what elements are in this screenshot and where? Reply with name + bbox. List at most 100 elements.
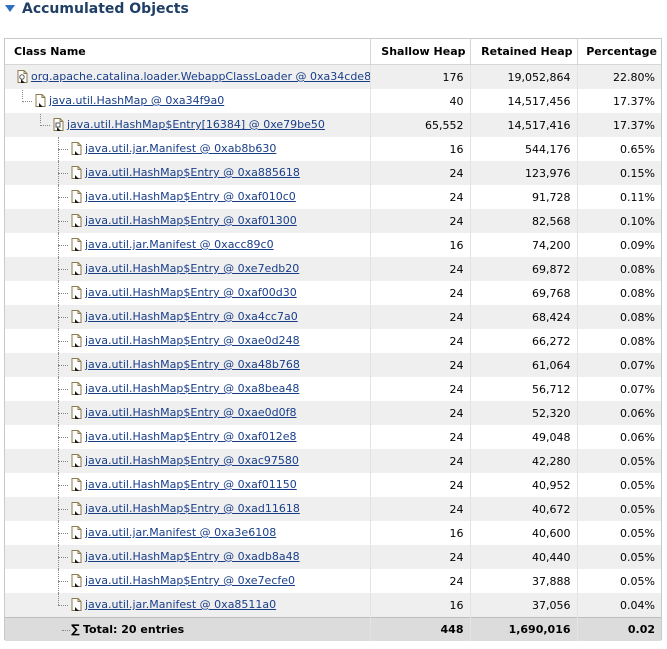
object-link[interactable]: java.util.jar.Manifest @ 0xacc89c0: [85, 238, 274, 251]
class-name-cell: org.apache.catalina.loader.WebappClassLo…: [5, 64, 371, 89]
tree-connector-vertical: [22, 89, 23, 99]
table-row[interactable]: java.util.jar.Manifest @ 0xab8b630 16 544,…: [5, 137, 661, 161]
object-link[interactable]: java.util.HashMap$Entry @ 0xa48b768: [85, 358, 300, 371]
table-row[interactable]: java.util.HashMap$Entry @ 0xaf01300 24 82,…: [5, 209, 661, 233]
class-name-cell: java.util.HashMap$Entry @ 0xaf00d30: [5, 281, 371, 305]
collapse-toggle-icon[interactable]: [5, 5, 15, 12]
column-header-class-name[interactable]: Class Name: [5, 39, 371, 65]
object-link[interactable]: java.util.HashMap$Entry @ 0xe7edb20: [85, 262, 300, 275]
tree-connector-horizontal: [40, 125, 50, 126]
shallow-heap-cell: 16: [370, 137, 471, 161]
retained-heap-cell: 69,768: [470, 281, 578, 305]
table-row[interactable]: java.util.HashMap$Entry @ 0xae0d0f8 24 52,…: [5, 401, 661, 425]
retained-heap-cell: 52,320: [470, 401, 578, 425]
object-link[interactable]: java.util.HashMap$Entry[16384] @ 0xe79be…: [67, 118, 325, 131]
object-link[interactable]: java.util.HashMap$Entry @ 0xa4cc7a0: [85, 310, 298, 323]
shallow-heap-cell: 24: [370, 401, 471, 425]
shallow-heap-cell: 16: [370, 233, 471, 257]
object-icon: [71, 382, 82, 395]
tree-connector-horizontal: [58, 149, 68, 150]
object-icon: [71, 478, 82, 491]
object-icon: [71, 502, 82, 515]
object-icon: [71, 238, 82, 251]
table-row[interactable]: java.util.HashMap$Entry @ 0xa885618 24 123…: [5, 161, 661, 185]
object-link[interactable]: java.util.HashMap$Entry @ 0xaf00d30: [85, 286, 297, 299]
percentage-cell: 0.05%: [577, 521, 661, 545]
shallow-heap-cell: 24: [370, 377, 471, 401]
tree-connector-vertical: [40, 113, 41, 123]
object-icon: [71, 262, 82, 275]
percentage-cell: 0.10%: [577, 209, 661, 233]
accumulated-objects-table-frame: Class Name Shallow Heap Retained Heap Pe…: [4, 38, 662, 641]
shallow-heap-cell: 24: [370, 449, 471, 473]
tree-connector-horizontal: [58, 317, 68, 318]
table-row[interactable]: java.util.HashMap$Entry @ 0xe7ecfe0 24 37,…: [5, 569, 661, 593]
total-retained-heap: 1,690,016: [470, 617, 578, 641]
retained-heap-cell: 68,424: [470, 305, 578, 329]
table-row[interactable]: java.util.HashMap$Entry @ 0xad11618 24 40,…: [5, 497, 661, 521]
section-title: Accumulated Objects: [22, 1, 189, 17]
object-link[interactable]: java.util.HashMap$Entry @ 0xaf01150: [85, 478, 297, 491]
object-link[interactable]: java.util.HashMap$Entry @ 0xaf01300: [85, 214, 297, 227]
class-name-cell: java.util.HashMap$Entry @ 0xe7ecfe0: [5, 569, 371, 593]
table-row[interactable]: java.util.HashMap$Entry @ 0xadb8a48 24 40,…: [5, 545, 661, 569]
object-link[interactable]: java.util.HashMap$Entry @ 0xac97580: [85, 454, 299, 467]
object-link[interactable]: java.util.HashMap$Entry @ 0xae0d0f8: [85, 406, 297, 419]
table-row[interactable]: java.util.HashMap$Entry @ 0xa8bea48 24 56,…: [5, 377, 661, 401]
table-row[interactable]: java.util.HashMap$Entry @ 0xaf010c0 24 91,…: [5, 185, 661, 209]
object-link[interactable]: java.util.HashMap$Entry @ 0xaf012e8: [85, 430, 297, 443]
class-name-cell: java.util.HashMap$Entry @ 0xae0d248: [5, 329, 371, 353]
table-row[interactable]: java.util.jar.Manifest @ 0xacc89c0 16 74,2…: [5, 233, 661, 257]
table-row[interactable]: java.util.HashMap$Entry @ 0xae0d248 24 66,…: [5, 329, 661, 353]
table-row[interactable]: java.util.HashMap$Entry @ 0xa48b768 24 61,…: [5, 353, 661, 377]
table-row[interactable]: java.util.jar.Manifest @ 0xa8511a0 16 37,0…: [5, 593, 661, 618]
table-row[interactable]: java.util.HashMap$Entry @ 0xe7edb20 24 69,…: [5, 257, 661, 281]
class-name-cell: java.util.HashMap$Entry @ 0xa885618: [5, 161, 371, 185]
table-row[interactable]: java.util.HashMap$Entry[16384] @ 0xe79be…: [5, 113, 661, 137]
object-link[interactable]: java.util.HashMap$Entry @ 0xa8bea48: [85, 382, 300, 395]
tree-connector-horizontal: [58, 173, 68, 174]
object-link[interactable]: java.util.jar.Manifest @ 0xa3e6108: [85, 526, 277, 539]
tree-connector-horizontal: [62, 630, 70, 631]
object-link[interactable]: java.util.HashMap$Entry @ 0xe7ecfe0: [85, 574, 296, 587]
tree-connector-horizontal: [58, 341, 68, 342]
table-row[interactable]: java.util.HashMap$Entry @ 0xaf01150 24 40,…: [5, 473, 661, 497]
column-header-shallow-heap[interactable]: Shallow Heap: [370, 39, 471, 65]
tree-connector-horizontal: [58, 413, 68, 414]
object-link[interactable]: java.util.HashMap$Entry @ 0xaf010c0: [85, 190, 296, 203]
total-label-cell: ∑ Total: 20 entries: [5, 617, 371, 641]
table-row[interactable]: java.util.HashMap$Entry @ 0xa4cc7a0 24 68,…: [5, 305, 661, 329]
object-icon: [71, 574, 82, 587]
table-row[interactable]: org.apache.catalina.loader.WebappClassLo…: [5, 64, 661, 89]
object-link[interactable]: java.util.jar.Manifest @ 0xa8511a0: [85, 598, 277, 611]
object-icon: [71, 430, 82, 443]
retained-heap-cell: 14,517,456: [470, 89, 578, 113]
table-row[interactable]: java.util.HashMap @ 0xa34f9a0 40 14,517,45…: [5, 89, 661, 113]
shallow-heap-cell: 16: [370, 593, 471, 618]
tree-connector-horizontal: [58, 389, 68, 390]
object-link[interactable]: java.util.HashMap @ 0xa34f9a0: [49, 94, 225, 107]
tree-connector-horizontal: [58, 245, 68, 246]
class-name-cell: java.util.HashMap$Entry @ 0xae0d0f8: [5, 401, 371, 425]
shallow-heap-cell: 40: [370, 89, 471, 113]
table-row[interactable]: java.util.HashMap$Entry @ 0xaf012e8 24 49,…: [5, 425, 661, 449]
object-link[interactable]: java.util.jar.Manifest @ 0xab8b630: [85, 142, 277, 155]
object-link[interactable]: java.util.HashMap$Entry @ 0xad11618: [85, 502, 300, 515]
object-icon: [71, 190, 82, 203]
tree-connector-horizontal: [58, 581, 68, 582]
shallow-heap-cell: 176: [370, 64, 471, 89]
class-name-cell: java.util.jar.Manifest @ 0xa8511a0: [5, 593, 371, 618]
object-link[interactable]: java.util.HashMap$Entry @ 0xadb8a48: [85, 550, 300, 563]
object-icon: [71, 286, 82, 299]
retained-heap-cell: 544,176: [470, 137, 578, 161]
object-link[interactable]: java.util.HashMap$Entry @ 0xa885618: [85, 166, 300, 179]
column-header-retained-heap[interactable]: Retained Heap: [470, 39, 578, 65]
shallow-heap-cell: 24: [370, 425, 471, 449]
column-header-percentage[interactable]: Percentage: [577, 39, 661, 65]
table-row[interactable]: java.util.HashMap$Entry @ 0xac97580 24 42,…: [5, 449, 661, 473]
table-row[interactable]: java.util.HashMap$Entry @ 0xaf00d30 24 69,…: [5, 281, 661, 305]
percentage-cell: 0.05%: [577, 449, 661, 473]
table-row[interactable]: java.util.jar.Manifest @ 0xa3e6108 16 40,6…: [5, 521, 661, 545]
object-link[interactable]: java.util.HashMap$Entry @ 0xae0d248: [85, 334, 300, 347]
object-link[interactable]: org.apache.catalina.loader.WebappClassLo…: [31, 70, 370, 83]
